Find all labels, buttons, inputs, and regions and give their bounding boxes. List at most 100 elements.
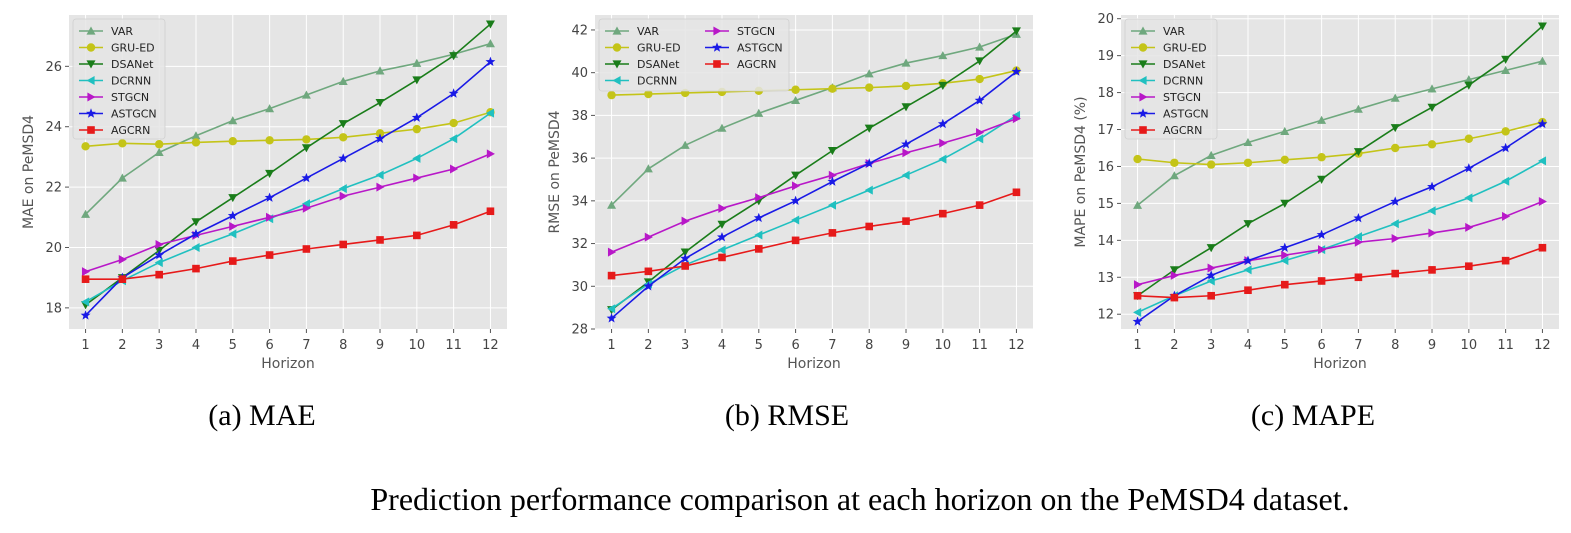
data-point-gru-ed bbox=[1317, 153, 1326, 162]
data-point-stgcn bbox=[450, 164, 459, 174]
data-point-dcrnn bbox=[1390, 219, 1399, 229]
data-point-agcrn bbox=[828, 229, 837, 237]
x-tick-label: 11 bbox=[445, 338, 462, 353]
series-line-dsanet bbox=[611, 30, 1017, 311]
data-point-gru-ed bbox=[228, 137, 237, 146]
data-point-gru-ed bbox=[191, 138, 201, 147]
data-point-stgcn bbox=[118, 255, 127, 265]
x-tick-label: 5 bbox=[1281, 338, 1289, 353]
data-point-var bbox=[680, 140, 690, 149]
data-point-agcrn bbox=[718, 253, 726, 262]
data-point-agcrn bbox=[1501, 256, 1510, 265]
data-point-var bbox=[1537, 56, 1547, 65]
legend-label: GRU-ED bbox=[111, 42, 155, 55]
series-var bbox=[607, 29, 1021, 209]
series-line-agcrn bbox=[1137, 246, 1543, 299]
series-line-gru-ed bbox=[1137, 121, 1543, 166]
x-axis-label: Horizon bbox=[261, 356, 315, 372]
series-line-stgcn bbox=[1137, 200, 1543, 286]
data-point-dcrnn bbox=[375, 170, 384, 180]
data-point-stgcn bbox=[1012, 114, 1021, 124]
x-tick-label: 3 bbox=[681, 338, 689, 353]
data-point-dcrnn bbox=[1464, 193, 1473, 203]
data-point-agcrn bbox=[902, 217, 910, 225]
data-point-astgcn bbox=[753, 212, 764, 223]
data-point-stgcn bbox=[718, 203, 727, 213]
data-point-agcrn bbox=[754, 245, 763, 253]
series-line-astgcn bbox=[611, 70, 1017, 319]
x-tick-label: 11 bbox=[971, 338, 988, 353]
data-point-dsanet bbox=[1169, 266, 1179, 275]
data-point-agcrn bbox=[486, 207, 495, 216]
data-point-gru-ed bbox=[607, 90, 616, 100]
data-point-agcrn bbox=[1170, 293, 1179, 302]
legend-entry-dsanet: DSANet bbox=[605, 58, 680, 71]
series-dsanet bbox=[81, 20, 495, 310]
data-point-astgcn bbox=[864, 158, 875, 168]
data-point-agcrn bbox=[302, 245, 311, 253]
data-point-var bbox=[791, 95, 801, 105]
data-point-stgcn bbox=[155, 239, 164, 249]
legend-marker bbox=[86, 26, 96, 35]
data-point-dcrnn bbox=[1280, 256, 1289, 266]
data-point-astgcn bbox=[1427, 181, 1437, 191]
series-line-dsanet bbox=[85, 23, 491, 306]
y-tick-label: 18 bbox=[45, 301, 62, 316]
x-tick-label: 4 bbox=[1244, 338, 1252, 353]
legend-marker bbox=[86, 108, 96, 118]
subcaption-mape: (c) MAPE bbox=[1251, 399, 1375, 432]
data-point-astgcn bbox=[154, 249, 165, 260]
legend-marker bbox=[712, 42, 722, 52]
data-point-stgcn bbox=[1133, 280, 1143, 290]
data-point-agcrn bbox=[265, 251, 274, 259]
data-point-stgcn bbox=[265, 212, 275, 222]
data-point-stgcn bbox=[1317, 245, 1327, 255]
subcaption-rmse: (b) RMSE bbox=[725, 399, 849, 432]
series-stgcn bbox=[1133, 197, 1547, 290]
data-point-dcrnn bbox=[717, 245, 726, 255]
data-point-stgcn bbox=[339, 191, 348, 201]
x-tick-label: 7 bbox=[1354, 338, 1362, 353]
y-axis-label: RMSE on PeMSD4 bbox=[547, 110, 563, 233]
data-point-dsanet bbox=[1243, 220, 1253, 229]
data-point-agcrn bbox=[644, 267, 653, 276]
data-point-gru-ed bbox=[901, 81, 911, 91]
data-point-stgcn bbox=[644, 232, 653, 242]
data-point-astgcn bbox=[448, 88, 459, 98]
data-point-dcrnn bbox=[827, 200, 837, 210]
series-var bbox=[81, 39, 495, 218]
legend-marker bbox=[1138, 43, 1148, 52]
series-line-var bbox=[84, 42, 491, 215]
data-point-gru-ed bbox=[1391, 143, 1400, 153]
data-point-gru-ed bbox=[154, 140, 164, 149]
data-point-gru-ed bbox=[644, 89, 653, 99]
subcaption-mae: (a) MAE bbox=[208, 399, 315, 432]
x-tick-label: 10 bbox=[935, 338, 952, 353]
data-point-gru-ed bbox=[1206, 160, 1216, 169]
data-point-agcrn bbox=[1465, 262, 1473, 270]
data-point-stgcn bbox=[1538, 197, 1547, 207]
x-tick-label: 9 bbox=[376, 338, 384, 353]
data-point-agcrn bbox=[81, 275, 90, 283]
data-point-agcrn bbox=[939, 209, 947, 218]
legend-label: VAR bbox=[1163, 25, 1185, 38]
data-point-astgcn bbox=[1316, 229, 1327, 240]
legend-entry-agcrn: AGCRN bbox=[705, 58, 776, 71]
legend-label: DSANet bbox=[111, 58, 154, 71]
data-point-dsanet bbox=[301, 144, 311, 153]
data-point-gru-ed bbox=[1170, 158, 1179, 167]
y-tick-label: 26 bbox=[45, 60, 62, 75]
legend: VAR GRU-ED DSANet DCRNN STGCN ASTGCN AGCRN bbox=[1124, 18, 1218, 140]
x-tick-label: 9 bbox=[902, 338, 910, 353]
legend-entry-dsanet: DSANet bbox=[1131, 58, 1206, 71]
data-point-agcrn bbox=[228, 257, 237, 265]
data-point-astgcn bbox=[606, 313, 617, 323]
data-point-agcrn bbox=[681, 262, 689, 270]
y-axis-label: MAE on PeMSD4 bbox=[21, 115, 37, 229]
x-axis-label: Horizon bbox=[787, 356, 841, 372]
y-tick-label: 12 bbox=[1097, 308, 1114, 323]
data-point-dsanet bbox=[449, 52, 459, 61]
x-tick-label: 5 bbox=[229, 338, 237, 353]
data-point-gru-ed bbox=[1501, 127, 1510, 136]
